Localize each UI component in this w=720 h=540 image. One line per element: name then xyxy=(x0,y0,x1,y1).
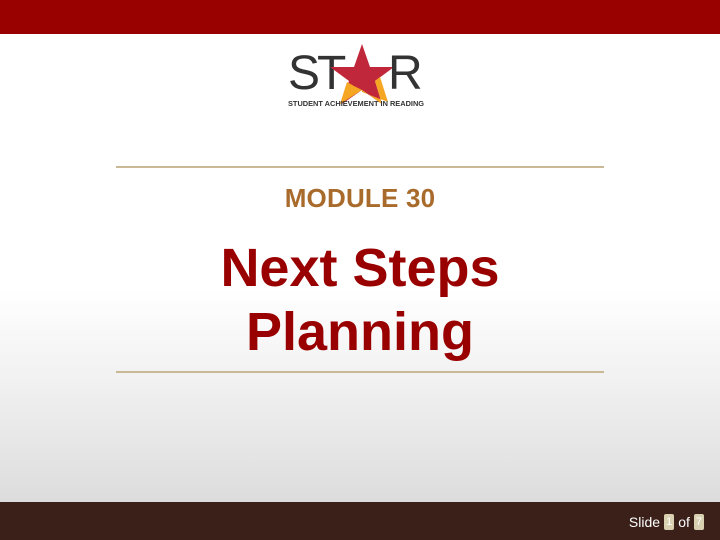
top-divider xyxy=(116,166,604,168)
svg-text:S: S xyxy=(288,47,320,100)
slide-counter: Slide 1 of 7 xyxy=(629,514,704,530)
title-line-1: Next Steps xyxy=(220,238,500,298)
of-word: of xyxy=(678,514,690,530)
star-icon xyxy=(330,44,394,104)
svg-text:R: R xyxy=(388,47,423,100)
title-line-2: Planning xyxy=(246,302,474,362)
slide-word: Slide xyxy=(628,514,661,530)
total-slides-number: 7 xyxy=(693,514,704,530)
footer-bar xyxy=(0,502,720,540)
logo-tagline: STUDENT ACHIEVEMENT IN READING xyxy=(288,99,424,108)
slide-title: Next Steps Planning xyxy=(0,236,720,364)
star-logo: S T R STUDENT ACHIEVEMENT IN READING xyxy=(284,42,436,112)
top-banner xyxy=(0,0,720,34)
current-slide-number[interactable]: 1 xyxy=(664,514,675,530)
module-label: MODULE 30 xyxy=(284,183,436,213)
bottom-divider xyxy=(116,371,604,373)
